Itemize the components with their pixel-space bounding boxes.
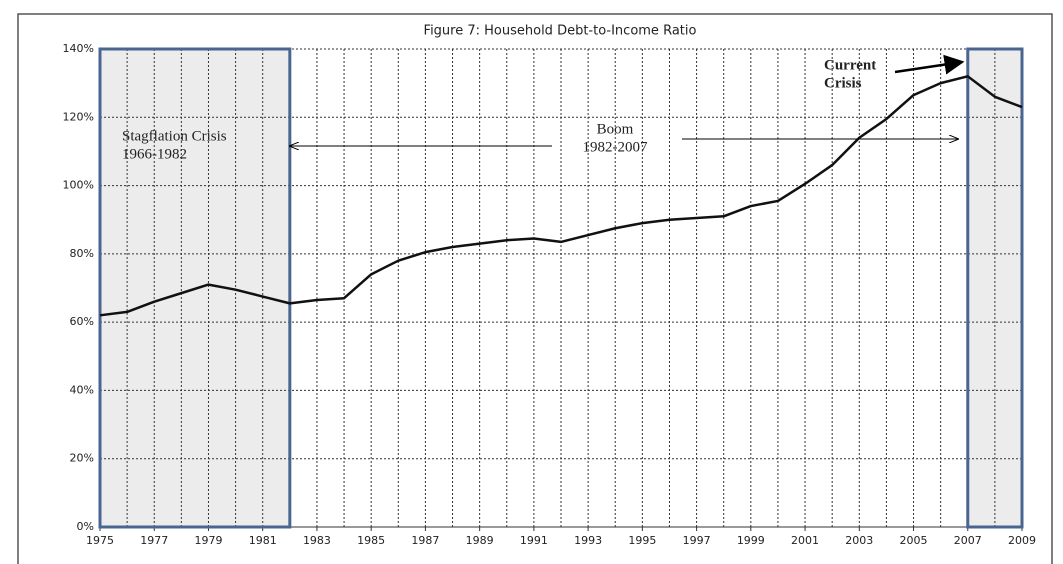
x-tick-label: 1999 xyxy=(737,534,765,547)
x-tick-label: 1993 xyxy=(574,534,602,547)
highlight-border xyxy=(966,47,1024,529)
y-tick-label: 100% xyxy=(63,179,94,192)
annotation: Current xyxy=(824,57,876,73)
y-tick-label: 0% xyxy=(77,520,94,533)
y-tick-label: 140% xyxy=(63,42,94,55)
x-tick-label: 2003 xyxy=(845,534,873,547)
annotation: Crisis xyxy=(824,75,862,91)
x-tick-label: 2009 xyxy=(1008,534,1036,547)
x-tick-label: 1981 xyxy=(249,534,277,547)
annotation: Stagflation Crisis xyxy=(122,128,227,144)
x-tick-label: 1979 xyxy=(194,534,222,547)
x-tick-label: 1997 xyxy=(683,534,711,547)
x-tick-label: 1995 xyxy=(628,534,656,547)
x-tick-label: 1989 xyxy=(466,534,494,547)
x-tick-label: 1991 xyxy=(520,534,548,547)
x-tick-label: 2001 xyxy=(791,534,819,547)
highlight-border xyxy=(98,47,292,529)
x-tick-label: 2005 xyxy=(900,534,928,547)
x-tick-label: 1983 xyxy=(303,534,331,547)
data-line xyxy=(99,75,1023,317)
y-tick-label: 40% xyxy=(70,383,94,396)
x-tick-label: 2007 xyxy=(954,534,982,547)
y-tick-label: 60% xyxy=(70,315,94,328)
highlight-range xyxy=(967,49,1022,527)
x-tick-label: 1977 xyxy=(140,534,168,547)
annotation: Boom xyxy=(597,121,634,137)
annotation: 1982-2007 xyxy=(583,139,648,155)
x-tick-label: 1987 xyxy=(411,534,439,547)
chart-title: Figure 7: Household Debt-to-Income Ratio xyxy=(424,24,697,39)
arrow xyxy=(894,54,965,75)
annotation: 1966-1982 xyxy=(122,146,187,162)
y-tick-label: 80% xyxy=(70,247,94,260)
y-tick-label: 20% xyxy=(70,452,94,465)
x-tick-label: 1985 xyxy=(357,534,385,547)
x-tick-label: 1975 xyxy=(86,534,114,547)
y-tick-label: 120% xyxy=(63,110,94,123)
